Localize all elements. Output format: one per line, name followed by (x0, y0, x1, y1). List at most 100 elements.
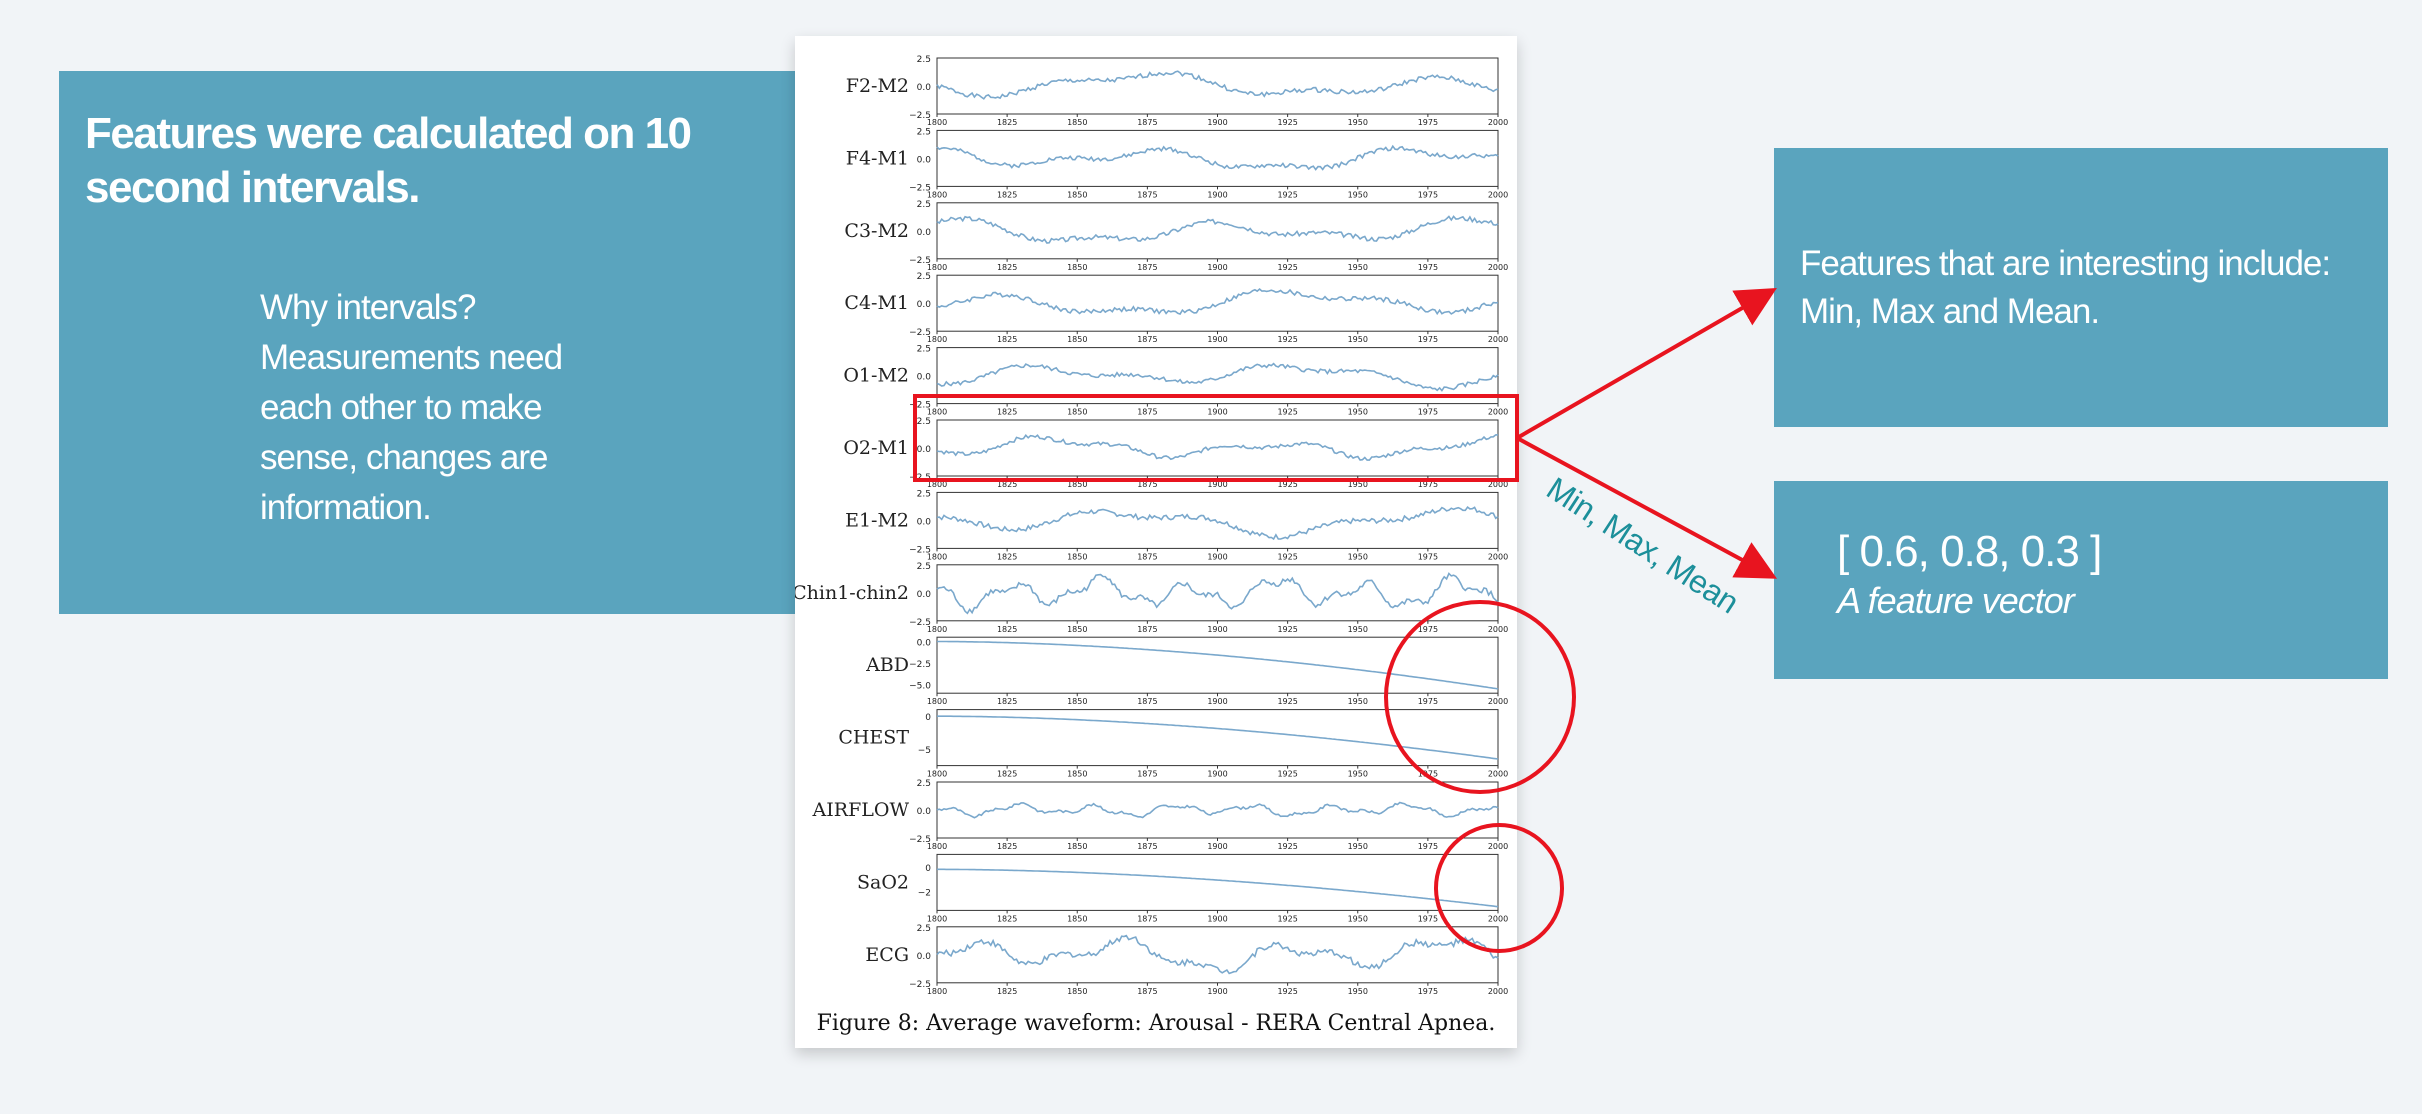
series-label: F4-M1 (846, 147, 909, 169)
x-tick-label: 1875 (1137, 480, 1157, 489)
series-line (936, 215, 1499, 244)
y-tick-label: 0.0 (917, 590, 932, 600)
feature-vector-values: [ 0.6, 0.8, 0.3 ] (1837, 527, 2102, 576)
x-tick-label: 1825 (997, 770, 1017, 779)
x-tick-label: 1975 (1418, 480, 1438, 489)
series-label: F2-M2 (846, 75, 909, 97)
features-line: Features that are interesting include: (1800, 244, 2331, 283)
x-tick-label: 1925 (1277, 697, 1297, 706)
series-line (936, 934, 1499, 975)
x-tick-label: 1975 (1418, 697, 1438, 706)
x-tick-label: 1800 (927, 625, 947, 634)
series-line (936, 362, 1499, 392)
x-tick-label: 1800 (927, 263, 947, 272)
y-tick-label: −5.0 (909, 682, 931, 692)
x-tick-label: 1975 (1418, 190, 1438, 199)
feature-vector-panel: [ 0.6, 0.8, 0.3 ] A feature vector (1774, 481, 2388, 679)
plot-frame (936, 781, 1499, 839)
x-tick-label: 1875 (1137, 914, 1157, 923)
y-tick-label: −5 (918, 746, 931, 756)
x-tick-label: 1850 (1067, 480, 1087, 489)
series-label: CHEST (838, 727, 909, 749)
x-tick-label: 1825 (997, 190, 1017, 199)
x-tick-label: 1950 (1348, 987, 1368, 996)
x-tick-label: 1900 (1207, 190, 1227, 199)
x-tick-label: 1975 (1418, 118, 1438, 127)
x-tick-label: 1900 (1207, 914, 1227, 923)
plot-frame (936, 347, 1499, 405)
x-tick-label: 1800 (927, 770, 947, 779)
x-tick-label: 1925 (1277, 552, 1297, 561)
x-tick-label: 2000 (1488, 408, 1508, 417)
x-tick-label: 1800 (927, 190, 947, 199)
x-tick-label: 1950 (1348, 770, 1368, 779)
x-tick-label: 1800 (927, 552, 947, 561)
x-tick-label: 2000 (1488, 335, 1508, 344)
x-tick-label: 2000 (1488, 190, 1508, 199)
plot-frame (936, 274, 1499, 332)
series-label: C3-M2 (844, 220, 909, 242)
y-tick-label: −2.5 (909, 256, 931, 266)
x-tick-label: 1975 (1418, 552, 1438, 561)
series-label: ECG (865, 944, 909, 966)
x-tick-label: 1975 (1418, 770, 1438, 779)
left-info-panel: Features were calculated on 10 second in… (59, 71, 801, 614)
plot-frame (936, 129, 1499, 187)
x-tick-label: 1875 (1137, 335, 1157, 344)
y-tick-label: 0.0 (917, 639, 932, 649)
x-tick-label: 1950 (1348, 335, 1368, 344)
x-tick-label: 2000 (1488, 914, 1508, 923)
x-tick-label: 1875 (1137, 770, 1157, 779)
x-tick-label: 1850 (1067, 335, 1087, 344)
x-tick-label: 1800 (927, 987, 947, 996)
y-tick-label: 0 (925, 864, 931, 874)
x-tick-label: 1825 (997, 914, 1017, 923)
x-tick-label: 1875 (1137, 118, 1157, 127)
x-tick-label: 1925 (1277, 987, 1297, 996)
series-label: SaO2 (857, 871, 909, 893)
plot-frame (936, 636, 1499, 694)
series-label: O2-M1 (843, 437, 909, 459)
x-tick-label: 1850 (1067, 408, 1087, 417)
x-tick-label: 1975 (1418, 408, 1438, 417)
x-tick-label: 1925 (1277, 118, 1297, 127)
series-label: Chin1-chin2 (795, 582, 909, 604)
x-tick-label: 2000 (1488, 842, 1508, 851)
explanation-line: information. (260, 488, 432, 527)
x-tick-label: 1950 (1348, 914, 1368, 923)
y-tick-label: 2.5 (917, 272, 931, 282)
y-tick-label: 0.0 (917, 300, 932, 310)
explanation-line: Measurements need (260, 338, 563, 377)
y-tick-label: 2.5 (917, 55, 931, 65)
x-tick-label: 1950 (1348, 697, 1368, 706)
x-tick-label: 2000 (1488, 770, 1508, 779)
x-tick-label: 1950 (1348, 552, 1368, 561)
y-tick-label: 0.0 (917, 952, 932, 962)
interval-explanation: Why intervals? Measurements need each ot… (260, 283, 590, 533)
x-tick-label: 1875 (1137, 987, 1157, 996)
y-tick-label: −2.5 (909, 328, 931, 338)
x-tick-label: 1900 (1207, 987, 1227, 996)
series-line (937, 715, 1499, 760)
y-tick-label: 0.0 (917, 517, 932, 527)
x-tick-label: 1900 (1207, 770, 1227, 779)
x-tick-label: 1950 (1348, 118, 1368, 127)
y-tick-label: −2.5 (909, 545, 931, 555)
x-tick-label: 1850 (1067, 987, 1087, 996)
x-tick-label: 1925 (1277, 408, 1297, 417)
x-tick-label: 1975 (1418, 335, 1438, 344)
y-tick-label: −2.5 (909, 660, 931, 670)
explanation-line: Why intervals? (260, 288, 477, 327)
y-tick-label: −2.5 (909, 183, 931, 193)
y-tick-label: 0.0 (917, 807, 932, 817)
series-line (936, 434, 1499, 461)
x-tick-label: 1825 (997, 697, 1017, 706)
features-info-panel: Features that are interesting include: M… (1774, 148, 2388, 427)
x-tick-label: 1950 (1348, 408, 1368, 417)
y-tick-label: 2.5 (917, 345, 931, 355)
y-tick-label: 0.0 (917, 155, 932, 165)
y-tick-label: 0.0 (917, 83, 932, 93)
x-tick-label: 2000 (1488, 118, 1508, 127)
y-tick-label: 2.5 (917, 779, 931, 789)
